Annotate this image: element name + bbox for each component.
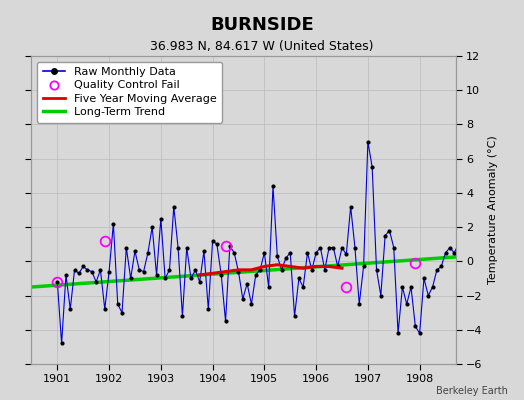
Legend: Raw Monthly Data, Quality Control Fail, Five Year Moving Average, Long-Term Tren: Raw Monthly Data, Quality Control Fail, … bbox=[37, 62, 222, 123]
Text: Berkeley Earth: Berkeley Earth bbox=[436, 386, 508, 396]
Y-axis label: Temperature Anomaly (°C): Temperature Anomaly (°C) bbox=[488, 136, 498, 284]
Text: BURNSIDE: BURNSIDE bbox=[210, 16, 314, 34]
Text: 36.983 N, 84.617 W (United States): 36.983 N, 84.617 W (United States) bbox=[150, 40, 374, 53]
